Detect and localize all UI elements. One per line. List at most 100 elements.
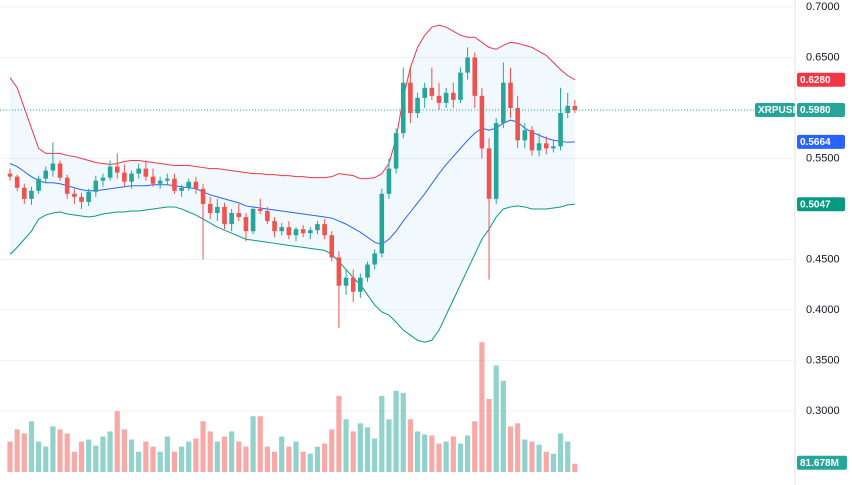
volume-bar <box>264 446 270 472</box>
volume-bar <box>250 416 256 472</box>
volume-bar <box>71 451 77 472</box>
candle-body <box>358 277 363 292</box>
candle-body <box>215 206 220 214</box>
candle-body <box>265 210 270 222</box>
candle-body <box>308 230 313 234</box>
volume-bar <box>400 392 406 472</box>
candle-body <box>322 224 327 236</box>
candle-body <box>114 166 120 173</box>
volume-bar <box>500 380 506 472</box>
price-tag-box <box>797 102 845 117</box>
volume-bar <box>293 441 299 472</box>
y-tick-label: 0.7000 <box>806 1 840 13</box>
volume-bar <box>479 342 485 472</box>
volume-bar <box>28 421 35 472</box>
candle-body <box>572 105 578 110</box>
candle-body <box>86 191 91 202</box>
candle-body <box>558 113 563 147</box>
volume-bar <box>243 446 249 472</box>
candle-body <box>172 178 177 191</box>
volume-bar <box>429 435 435 472</box>
volume-bar <box>443 441 449 472</box>
volume-bar <box>157 451 163 472</box>
candle-body <box>515 107 520 141</box>
candle-body <box>229 213 234 225</box>
band-tag: 0.5664 <box>800 137 831 148</box>
candle-body <box>122 172 127 182</box>
volume-bar <box>150 446 156 472</box>
volume-bar <box>86 439 92 472</box>
volume-bar <box>343 419 349 472</box>
volume-bar <box>529 441 535 472</box>
candle-body <box>343 277 349 286</box>
candle-body <box>465 57 470 73</box>
volume-bar <box>121 429 127 472</box>
volume-bar <box>286 446 292 472</box>
candle-body <box>57 163 63 178</box>
candle-body <box>493 123 499 199</box>
y-tick-label: 0.3500 <box>806 354 840 366</box>
volume-bar <box>522 439 528 472</box>
volume-bar <box>14 429 20 472</box>
symbol-tag: XRPUSDT <box>758 105 806 116</box>
candle-body <box>315 224 320 231</box>
volume-bar <box>43 446 49 472</box>
volume-bar <box>379 395 385 472</box>
candle-body <box>451 92 456 100</box>
band-line <box>9 203 575 343</box>
volume-bar <box>50 426 56 472</box>
volume-bar <box>536 444 542 472</box>
volume-bar <box>372 438 378 472</box>
candle-body <box>379 193 385 254</box>
candle-body <box>472 57 478 96</box>
volume-bar <box>93 445 99 472</box>
y-tick-label: 0.4000 <box>806 304 840 316</box>
volume-bar <box>515 423 521 472</box>
candle-body <box>329 235 335 258</box>
volume-bar <box>336 395 342 472</box>
candle-body <box>29 190 34 199</box>
volume-bar <box>171 451 178 472</box>
volume-bar <box>100 436 106 472</box>
candle-body <box>386 168 392 194</box>
candle-body <box>536 143 542 151</box>
volume-bar <box>329 429 335 472</box>
candle-body <box>257 208 263 211</box>
candle-body <box>529 130 535 151</box>
candle-body <box>408 82 413 114</box>
volume-bar <box>457 443 464 472</box>
band-tag: 0.6280 <box>800 75 831 86</box>
candle-body <box>458 72 463 100</box>
candle-body <box>436 95 442 103</box>
y-tick-label: 0.6500 <box>806 51 840 63</box>
candle-body <box>79 196 84 202</box>
candle-body <box>551 146 556 149</box>
volume-bar <box>78 441 85 472</box>
candle-body <box>50 163 56 171</box>
volume-bar <box>128 439 135 472</box>
band-line <box>9 24 576 180</box>
candle-body <box>336 257 342 286</box>
volume-bar <box>279 436 285 472</box>
band-tag-box <box>797 197 845 212</box>
candle-body <box>501 82 506 124</box>
volume-bar <box>572 463 578 472</box>
candle-body <box>107 166 113 178</box>
volume-bar <box>257 416 263 472</box>
candle-body <box>72 193 77 197</box>
candle-body <box>429 87 435 96</box>
y-tick-label: 0.5500 <box>806 152 840 164</box>
candle-body <box>179 187 184 191</box>
candle-body <box>22 187 27 199</box>
volume-bar <box>550 453 556 472</box>
volume-bar <box>322 443 328 472</box>
volume-bar <box>107 431 113 472</box>
candle-body <box>350 277 356 292</box>
volume-bar <box>136 451 142 472</box>
candle-body <box>300 229 306 234</box>
volume-bar <box>422 434 428 472</box>
volume-bar <box>21 433 27 472</box>
volume-bar <box>7 441 13 472</box>
volume-bar <box>543 451 549 472</box>
volume-bar <box>236 441 242 472</box>
